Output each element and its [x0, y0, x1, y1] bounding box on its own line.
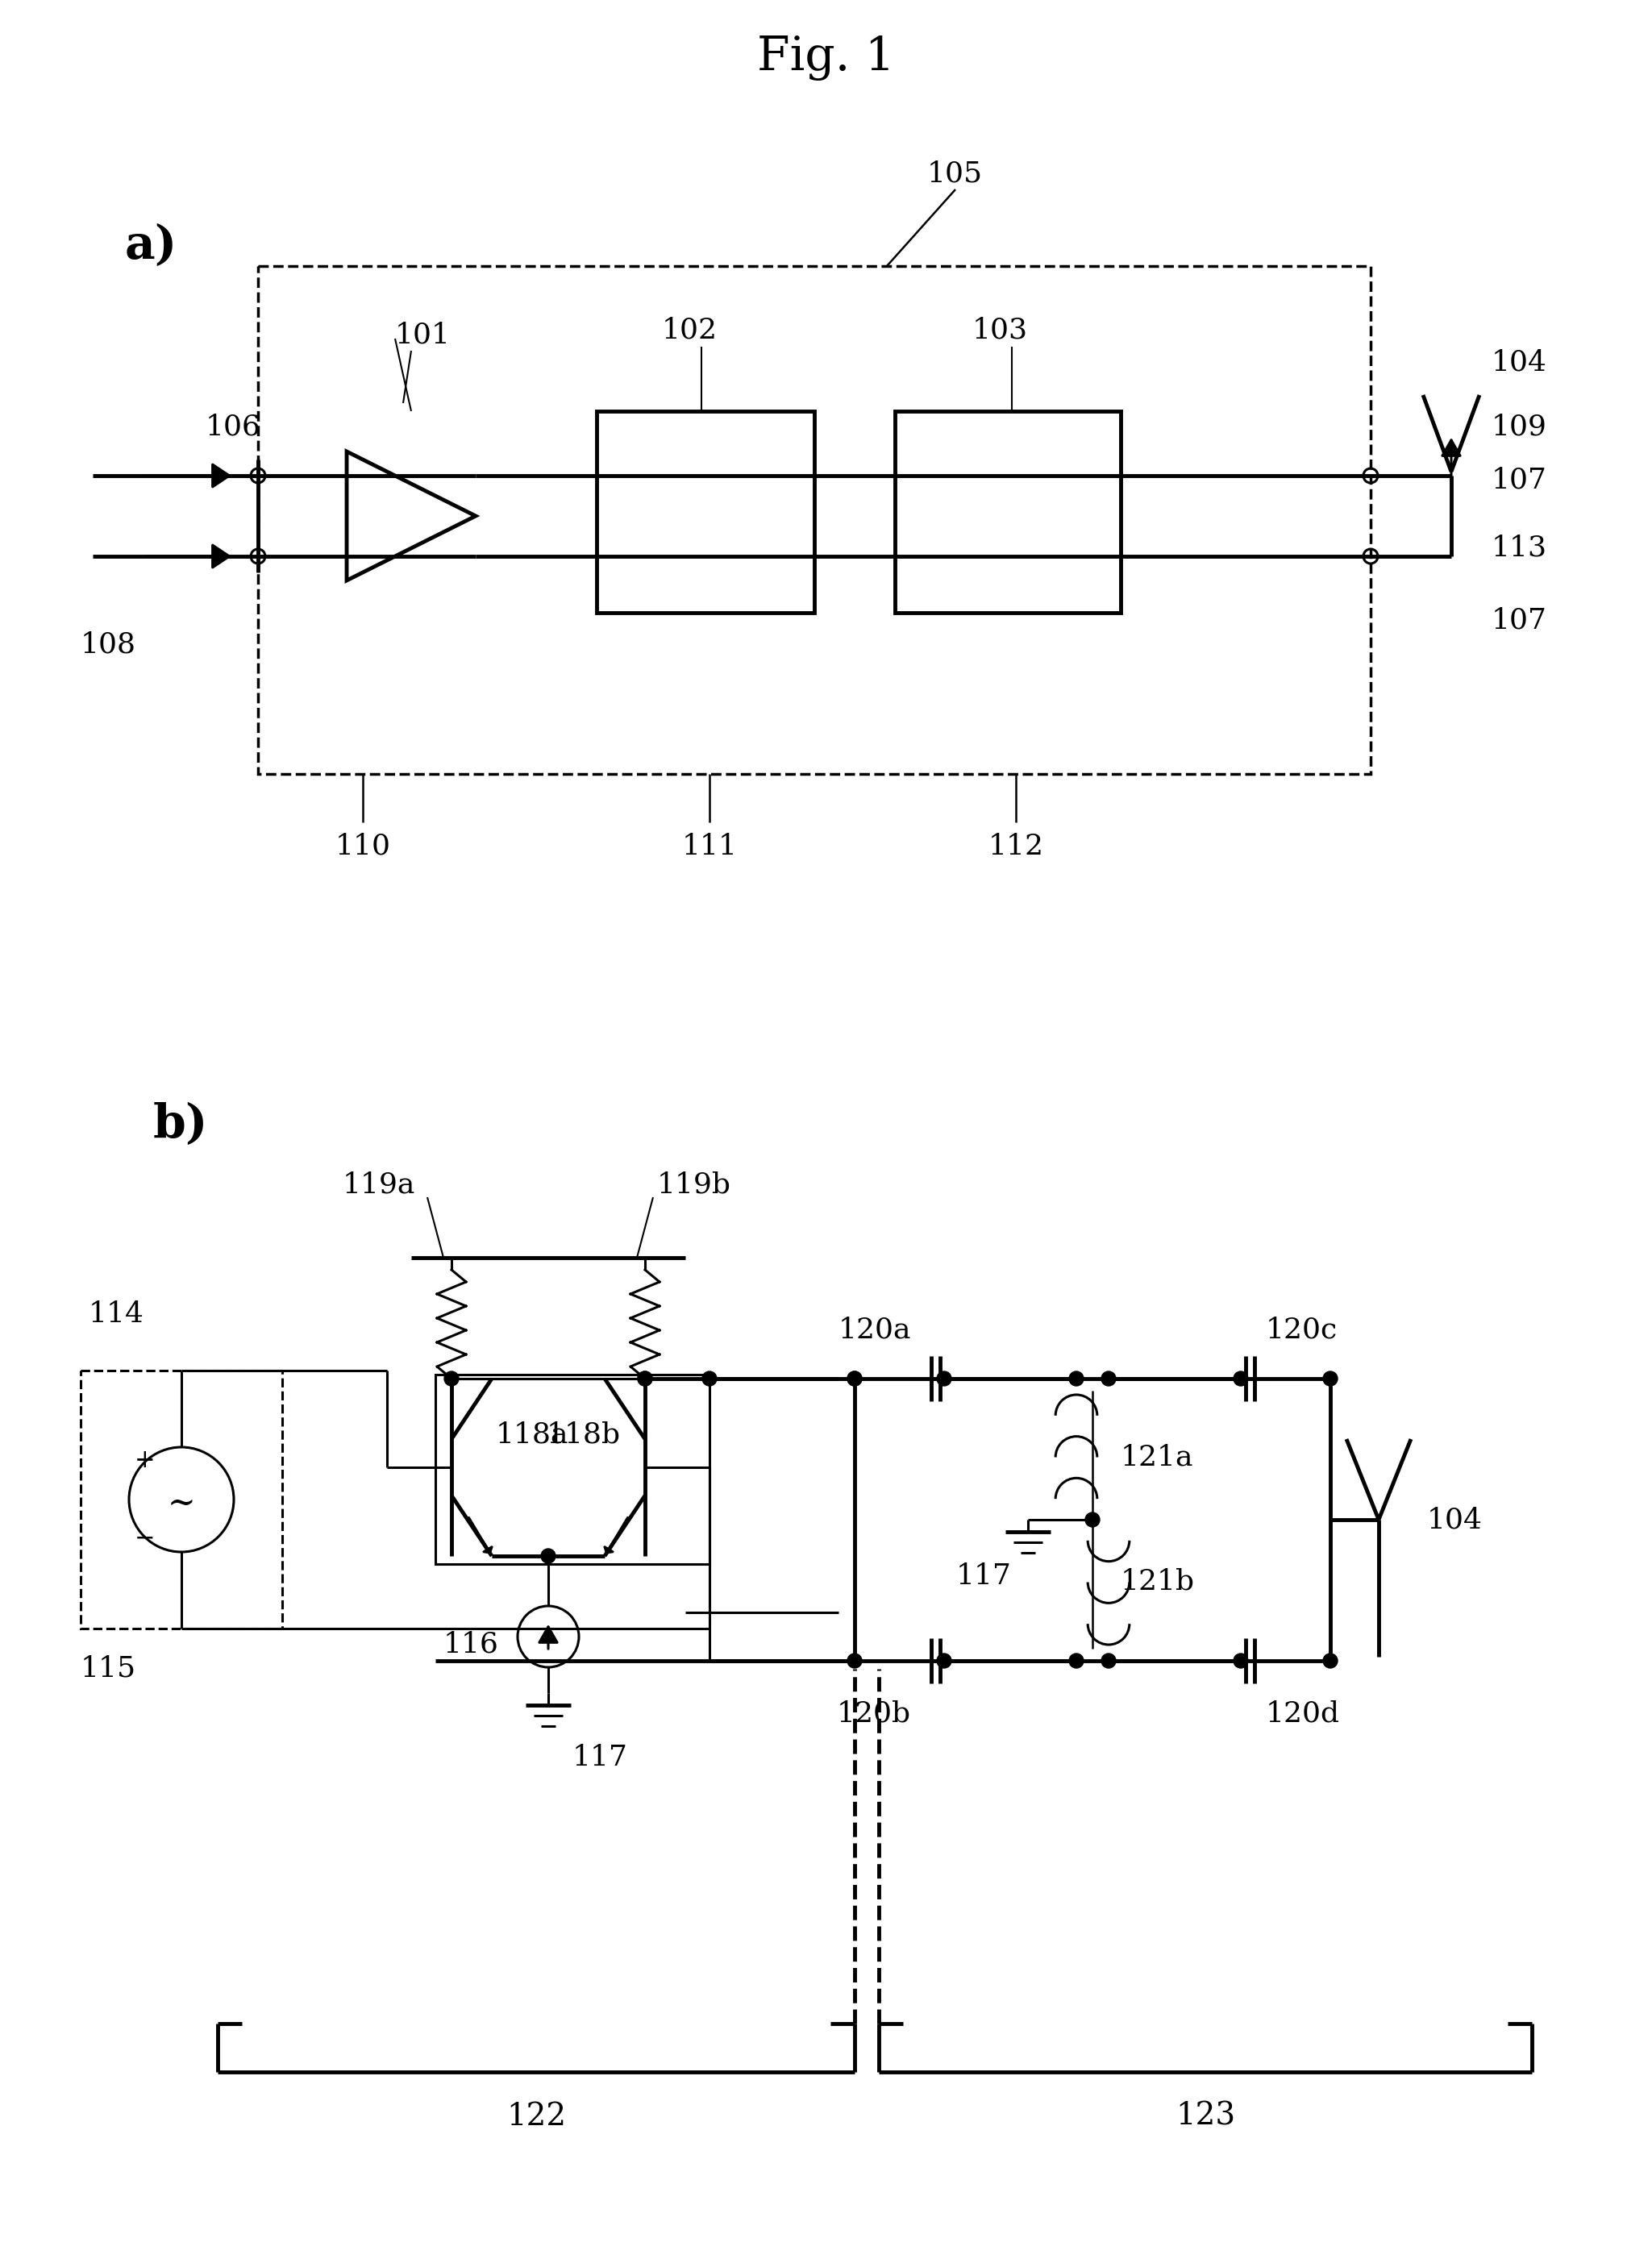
- Circle shape: [937, 1654, 952, 1667]
- Circle shape: [540, 1550, 555, 1563]
- Text: 113: 113: [1492, 535, 1548, 562]
- Text: 109: 109: [1492, 413, 1546, 441]
- Circle shape: [1323, 1371, 1338, 1385]
- Text: 101: 101: [395, 321, 451, 348]
- Text: 123: 123: [1176, 2101, 1236, 2130]
- Text: a): a): [126, 224, 177, 269]
- Circle shape: [1069, 1654, 1084, 1667]
- Circle shape: [1102, 1654, 1115, 1667]
- Bar: [258, 267, 1371, 775]
- Text: 110: 110: [335, 834, 390, 861]
- Circle shape: [847, 1371, 862, 1385]
- Circle shape: [1085, 1514, 1100, 1527]
- Text: 111: 111: [682, 834, 737, 861]
- Circle shape: [638, 1371, 653, 1385]
- Text: 118a: 118a: [496, 1421, 568, 1448]
- Text: 106: 106: [205, 413, 261, 441]
- Text: 112: 112: [988, 834, 1044, 861]
- Text: 121b: 121b: [1120, 1568, 1194, 1595]
- Circle shape: [1069, 1371, 1084, 1385]
- Text: 108: 108: [81, 630, 135, 660]
- Text: Fig. 1: Fig. 1: [757, 36, 894, 81]
- Text: 103: 103: [971, 316, 1028, 343]
- Text: 119a: 119a: [342, 1172, 415, 1200]
- Text: 115: 115: [81, 1656, 137, 1683]
- Text: 102: 102: [661, 316, 717, 343]
- Text: 121a: 121a: [1120, 1444, 1194, 1471]
- Bar: [895, 411, 1120, 612]
- Text: 120c: 120c: [1265, 1317, 1338, 1344]
- Text: 120a: 120a: [838, 1317, 910, 1344]
- Circle shape: [638, 1371, 653, 1385]
- Text: 104: 104: [1427, 1507, 1483, 1534]
- Text: 117: 117: [573, 1744, 628, 1771]
- Polygon shape: [347, 452, 476, 581]
- Circle shape: [444, 1371, 459, 1385]
- Text: 118b: 118b: [547, 1421, 621, 1448]
- Text: 104: 104: [1492, 350, 1548, 377]
- Text: 116: 116: [443, 1631, 499, 1658]
- Circle shape: [702, 1371, 717, 1385]
- Text: 114: 114: [89, 1301, 144, 1328]
- Text: 120b: 120b: [838, 1699, 910, 1726]
- Circle shape: [847, 1654, 862, 1667]
- Bar: [596, 411, 814, 612]
- Text: 107: 107: [1492, 608, 1546, 635]
- Bar: [436, 1373, 709, 1563]
- Circle shape: [1234, 1654, 1247, 1667]
- Text: b): b): [154, 1102, 208, 1148]
- Text: 122: 122: [506, 2101, 567, 2130]
- Circle shape: [937, 1371, 952, 1385]
- Circle shape: [1234, 1371, 1247, 1385]
- Text: −: −: [135, 1525, 155, 1550]
- Text: 105: 105: [927, 160, 983, 187]
- Text: 117: 117: [957, 1563, 1011, 1590]
- Text: 120d: 120d: [1265, 1699, 1340, 1726]
- Text: 107: 107: [1492, 465, 1546, 492]
- Circle shape: [847, 1371, 862, 1385]
- Circle shape: [1323, 1654, 1338, 1667]
- Text: ~: ~: [167, 1486, 195, 1520]
- Text: 119b: 119b: [657, 1172, 732, 1200]
- Bar: [81, 1371, 282, 1629]
- Text: +: +: [135, 1448, 155, 1473]
- Circle shape: [1102, 1371, 1115, 1385]
